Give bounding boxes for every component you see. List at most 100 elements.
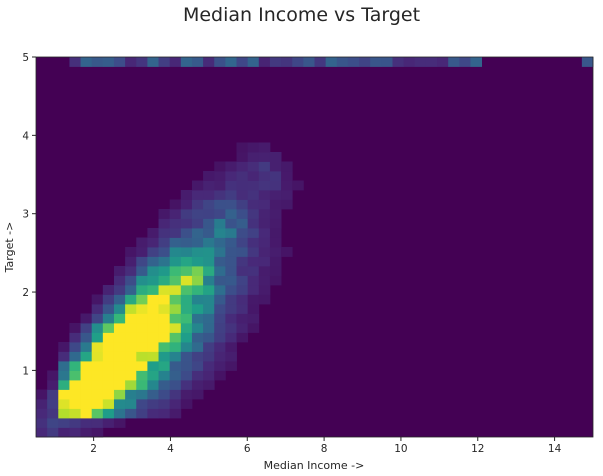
heatmap-cell (203, 285, 215, 295)
heatmap-cell (158, 332, 171, 343)
heatmap-cell (158, 266, 171, 276)
heatmap-cell (136, 247, 148, 257)
heatmap-cell (269, 171, 282, 181)
heatmap-cell (247, 256, 260, 267)
heatmap-cell (214, 342, 226, 352)
heatmap-cell (180, 218, 193, 229)
heatmap-cell (80, 361, 93, 371)
heatmap-cell (191, 342, 204, 352)
heatmap-cell (281, 247, 293, 257)
heatmap-cell (225, 351, 237, 362)
heatmap-cell (158, 351, 171, 362)
heatmap-cell (36, 408, 48, 419)
heatmap-cell (147, 361, 159, 371)
heatmap-cell (69, 57, 81, 67)
heatmap-cell (236, 294, 249, 305)
heatmap-cell (147, 285, 159, 295)
heatmap-cell (102, 57, 115, 67)
heatmap-cell (191, 209, 204, 219)
heatmap-cell (125, 266, 137, 276)
heatmap-cell (169, 370, 182, 381)
heatmap-cell (113, 389, 126, 400)
heatmap-cell (247, 142, 260, 153)
heatmap-cell (136, 57, 148, 67)
heatmap-cell (91, 313, 104, 324)
heatmap-cell (258, 180, 271, 191)
heatmap-cell (58, 380, 70, 390)
heatmap-cell (281, 199, 293, 210)
heatmap-cell (191, 256, 204, 267)
heatmap-cell (203, 237, 215, 248)
heatmap-cell (214, 266, 226, 276)
heatmap-cell (102, 313, 115, 324)
heatmap-cell (269, 228, 282, 238)
heatmap-cell (69, 342, 81, 352)
heatmap-cell (381, 57, 393, 67)
heatmap-cell (125, 247, 137, 257)
heatmap-cell (102, 285, 115, 295)
heatmap-cell (203, 275, 215, 286)
heatmap-cell (281, 180, 293, 191)
heatmap-cell (258, 190, 271, 200)
heatmap-cell (203, 370, 215, 381)
heatmap-cell (191, 218, 204, 229)
heatmap-cell (225, 228, 237, 238)
heatmap-cell (169, 408, 182, 419)
heatmap-cell (80, 57, 93, 67)
heatmap-cell (225, 247, 237, 257)
heatmap-cell (191, 304, 204, 314)
heatmap-cell (158, 304, 171, 314)
heatmap-cell (225, 161, 237, 172)
heatmap-cell (113, 370, 126, 381)
heatmap-cell (247, 190, 260, 200)
heatmap-cell (214, 370, 226, 381)
heatmap-cell (258, 237, 271, 248)
heatmap-cell (214, 209, 226, 219)
heatmap-cell (80, 389, 93, 400)
heatmap-cell (125, 389, 137, 400)
heatmap-cell (203, 247, 215, 257)
heatmap-cell (214, 171, 226, 181)
heatmap-cell (203, 57, 215, 67)
heatmap-cell (147, 389, 159, 400)
heatmap-cell (236, 199, 249, 210)
heatmap-cell (125, 294, 137, 305)
heatmap-cell (203, 171, 215, 181)
heatmap-cell (69, 389, 81, 400)
heatmap-cell (247, 275, 260, 286)
heatmap-cell (203, 180, 215, 191)
heatmap-cell (214, 228, 226, 238)
heatmap-cell (214, 57, 226, 67)
heatmap-cell (214, 256, 226, 267)
heatmap-cell (69, 408, 81, 419)
heatmap-cell (158, 247, 171, 257)
heatmap-cell (47, 399, 59, 409)
heatmap-cell (91, 427, 104, 438)
heatmap-cell (203, 218, 215, 229)
heatmap-cell (91, 408, 104, 419)
heatmap-cell (113, 351, 126, 362)
heatmap-cell (191, 275, 204, 286)
x-tick-label: 10 (394, 443, 407, 455)
heatmap-cell (258, 218, 271, 229)
heatmap-cell (247, 237, 260, 248)
heatmap-cell (80, 418, 93, 428)
heatmap-cell (113, 408, 126, 419)
heatmap-cell (292, 180, 304, 191)
heatmap-cell (91, 370, 104, 381)
heatmap-cell (147, 275, 159, 286)
heatmap-cell (236, 57, 249, 67)
heatmap-cell (191, 351, 204, 362)
heatmap-cell (214, 351, 226, 362)
heatmap-cell (236, 142, 249, 153)
heatmap-cell (80, 427, 93, 438)
heatmap-cell (169, 361, 182, 371)
heatmap-cell (425, 57, 438, 67)
heatmap-cell (147, 247, 159, 257)
heatmap-cell (203, 323, 215, 333)
heatmap-cell (247, 218, 260, 229)
heatmap-cell (91, 323, 104, 333)
heatmap-cell (225, 275, 237, 286)
heatmap-cell (69, 370, 81, 381)
heatmap-cell (69, 323, 81, 333)
